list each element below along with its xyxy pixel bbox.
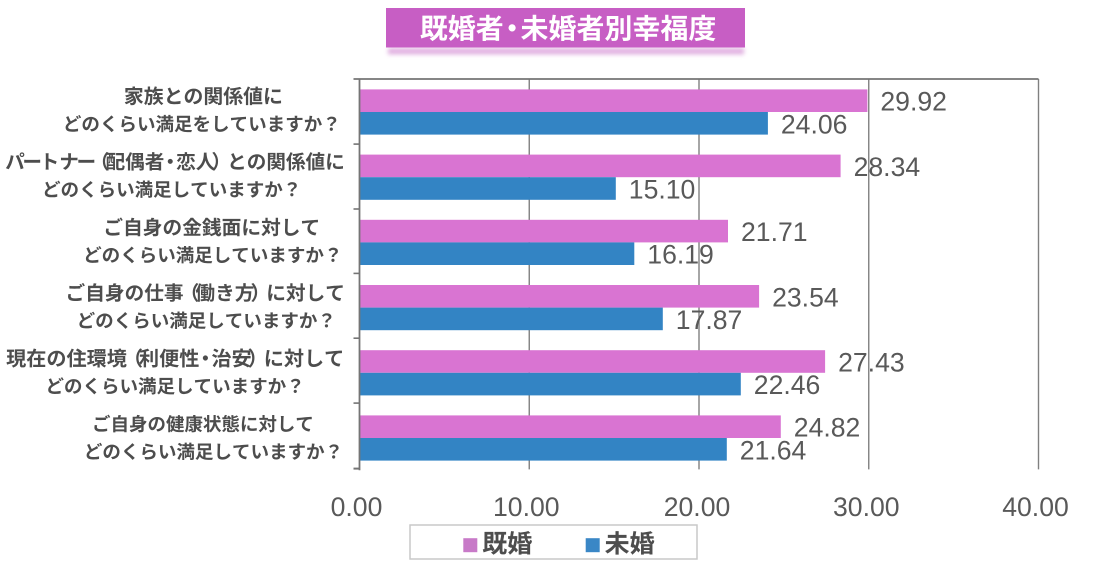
- svg-text:28.34: 28.34: [854, 152, 921, 182]
- svg-text:21.64: 21.64: [740, 435, 807, 465]
- svg-text:17.87: 17.87: [676, 305, 743, 335]
- svg-text:23.54: 23.54: [772, 282, 839, 312]
- svg-text:16.19: 16.19: [647, 240, 714, 270]
- svg-text:10.00: 10.00: [493, 492, 560, 522]
- svg-text:27.43: 27.43: [838, 348, 905, 378]
- svg-text:24.82: 24.82: [794, 413, 861, 443]
- svg-text:24.06: 24.06: [781, 109, 848, 139]
- svg-text:0.00: 0.00: [331, 492, 383, 522]
- svg-text:30.00: 30.00: [833, 492, 900, 522]
- svg-text:15.10: 15.10: [629, 175, 696, 205]
- svg-text:21.71: 21.71: [741, 217, 808, 247]
- svg-text:22.46: 22.46: [754, 370, 821, 400]
- svg-text:40.00: 40.00: [1002, 492, 1069, 522]
- svg-text:29.92: 29.92: [880, 87, 947, 117]
- svg-text:20.00: 20.00: [664, 492, 731, 522]
